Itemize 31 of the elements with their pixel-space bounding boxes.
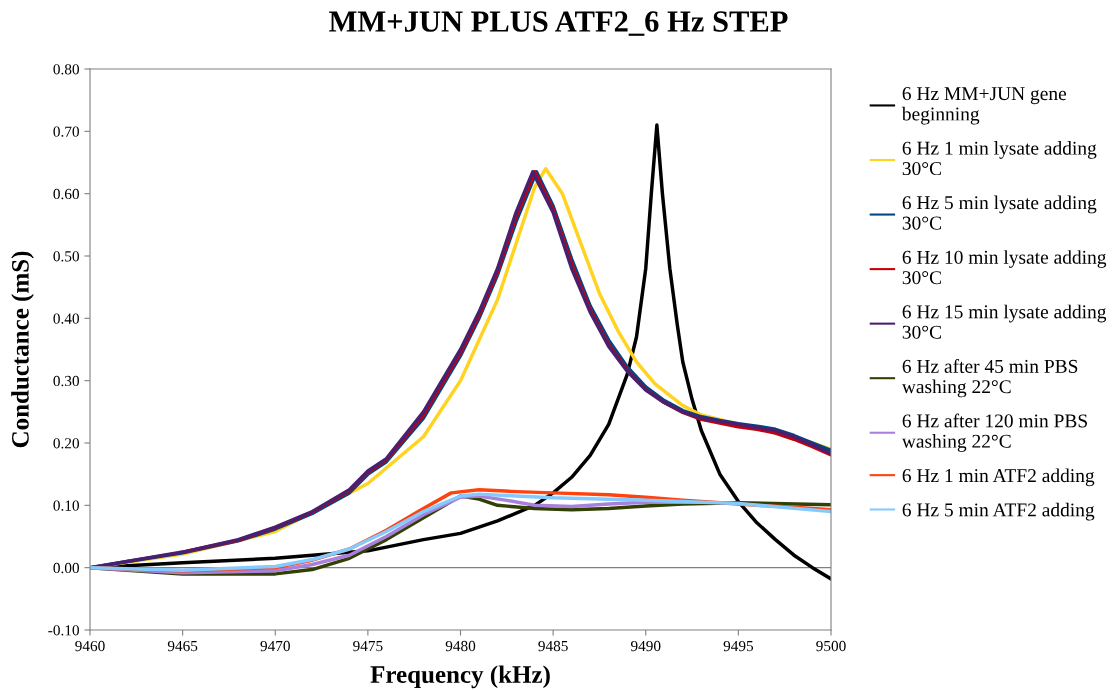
legend-label: 6 Hz 5 min lysate adding 30°C <box>902 195 1097 230</box>
legend-label: 6 Hz 15 min lysate adding 30°C <box>902 304 1107 339</box>
legend-label: 6 Hz 1 min lysate adding 30°C <box>902 141 1097 176</box>
y-tick-label: 0.00 <box>53 562 79 574</box>
x-tick-label: 9475 <box>353 640 383 652</box>
x-tick-label: 9470 <box>260 640 290 652</box>
y-tick-label: 0.80 <box>53 64 79 75</box>
x-tick-label: 9495 <box>723 640 754 652</box>
y-axis-title: Conductance (mS) <box>11 251 34 448</box>
x-tick-label: 9490 <box>630 640 661 652</box>
x-tick-label: 9480 <box>445 640 476 652</box>
legend-label: 6 Hz MM+JUN gene beginning <box>901 87 1067 125</box>
x-axis-title: Frequency (kHz) <box>370 665 550 689</box>
legend-label: 6 Hz 5 min ATF2 adding <box>902 502 1095 521</box>
legend-label: 6 Hz after 45 min PBS washing 22°C <box>901 359 1078 398</box>
y-tick-label: 0.40 <box>53 313 79 324</box>
y-tick-label: 0.60 <box>53 188 79 200</box>
legend-label: 6 Hz after 120 min PBS washing 22°C <box>901 413 1087 452</box>
legend-label: 6 Hz 1 min ATF2 adding <box>902 468 1095 487</box>
y-tick-label: 0.70 <box>53 126 79 137</box>
y-tick-label: -0.10 <box>48 625 79 636</box>
x-tick-label: 9500 <box>816 640 846 652</box>
y-tick-label: 0.10 <box>53 500 79 511</box>
x-tick-label: 9485 <box>538 640 568 652</box>
y-tick-label: 0.30 <box>53 375 79 387</box>
y-tick-label: 0.50 <box>53 251 79 262</box>
legend-label: 6 Hz 10 min lysate adding 30°C <box>902 250 1107 285</box>
y-tick-label: 0.20 <box>53 438 79 449</box>
x-tick-label: 9460 <box>75 640 105 652</box>
chart-title: MM+JUN PLUS ATF2_6 Hz STEP <box>329 11 788 36</box>
x-tick-label: 9465 <box>167 640 198 652</box>
